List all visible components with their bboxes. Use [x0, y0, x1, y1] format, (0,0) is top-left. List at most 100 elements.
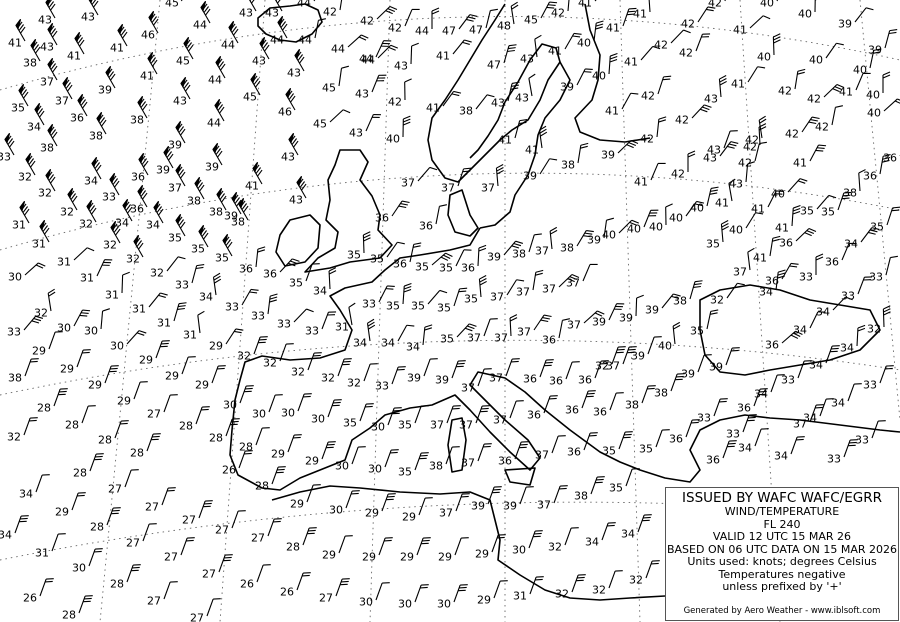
temperature-label: 28: [65, 418, 79, 432]
temperature-label: 36: [593, 405, 607, 419]
wind-barb: [749, 15, 771, 29]
wind-barb: [206, 598, 221, 617]
temperature-label: 29: [55, 505, 69, 519]
temperature-label: 32: [548, 540, 562, 554]
wind-barb: [74, 31, 85, 55]
wind-barb: [314, 18, 326, 39]
wind-barbs: [4, 0, 900, 617]
temperature-label: 37: [461, 456, 475, 470]
wind-barb: [287, 434, 302, 453]
temperature-label: 43: [703, 151, 717, 165]
temperature-label: 41: [839, 85, 853, 99]
wind-barb: [328, 267, 337, 290]
temperature-label: 29: [290, 497, 304, 511]
temperature-label: 36: [70, 111, 84, 125]
temperature-label: 37: [40, 75, 54, 89]
wind-barb: [81, 405, 96, 424]
wind-barb: [228, 20, 239, 44]
temperature-label: 43: [287, 66, 301, 80]
temperature-label: 26: [280, 585, 294, 599]
wind-barb: [528, 233, 542, 253]
temperature-label: 32: [237, 349, 251, 363]
temperature-label: 42: [745, 133, 759, 147]
temperature-label: 28: [90, 520, 104, 534]
wind-barb: [564, 32, 582, 50]
wind-barb: [567, 0, 571, 12]
temperature-label: 28: [73, 466, 87, 480]
temperature-label: 38: [23, 56, 37, 70]
temperature-label: 39: [587, 233, 601, 247]
temperature-label: 27: [319, 591, 333, 605]
wind-barb: [706, 309, 719, 330]
wind-barb: [509, 400, 524, 419]
temperature-label: 29: [438, 550, 452, 564]
temperature-label: 36: [706, 453, 720, 467]
wind-barb: [296, 572, 311, 591]
temperature-label: 33: [251, 309, 265, 323]
generated-by: Generated by Aero Weather - www.iblsoft.…: [683, 605, 881, 616]
temperature-label: 42: [681, 17, 695, 31]
wind-barb: [558, 273, 580, 288]
temperature-label: 32: [555, 587, 569, 601]
temperature-label: 35: [690, 324, 704, 338]
temperature-label: 34: [381, 336, 395, 350]
temperature-label: 29: [139, 353, 153, 367]
wind-barb: [514, 118, 528, 139]
temperature-label: 36: [263, 267, 277, 281]
temperature-label: 32: [60, 205, 74, 219]
wind-barb: [718, 74, 727, 98]
temperature-label: 37: [430, 418, 444, 432]
wind-barb: [832, 296, 853, 311]
temperature-label: 36: [419, 219, 433, 233]
wind-barb: [564, 527, 579, 546]
temperature-label: 38: [429, 459, 443, 473]
temperature-label: 41: [753, 251, 767, 265]
temperature-label: 39: [868, 43, 882, 57]
wind-barb: [576, 68, 593, 86]
temperature-label: 33: [799, 270, 813, 284]
temperature-label: 37: [439, 506, 453, 520]
temperature-label: 37: [493, 413, 507, 427]
wind-barb: [797, 360, 812, 379]
africa-coast: [271, 485, 666, 601]
wind-barb: [767, 190, 784, 208]
temperature-label: 38: [231, 215, 245, 229]
wind-barb: [163, 581, 178, 600]
temperature-label: 40: [627, 222, 641, 236]
ireland-coast: [275, 214, 321, 267]
wind-barb: [724, 0, 729, 2]
wind-barb: [549, 226, 558, 250]
temperature-label: 36: [239, 262, 253, 276]
temperature-label: 27: [147, 594, 161, 608]
wind-barb: [532, 269, 544, 291]
wind-barb: [96, 259, 113, 277]
wind-barb: [414, 452, 429, 471]
wind-barb: [359, 403, 374, 422]
temperature-label: 32: [79, 217, 93, 231]
temperature-label: 33: [841, 289, 855, 303]
wind-barb: [371, 74, 387, 93]
wind-barb: [100, 308, 110, 330]
temperature-label: 38: [512, 247, 526, 261]
wind-barb: [423, 358, 438, 377]
wind-barb: [507, 81, 520, 102]
wind-barb: [238, 197, 249, 221]
temperature-label: 37: [566, 276, 580, 290]
temperature-label: 26: [240, 577, 254, 591]
temperature-label: 33: [375, 379, 389, 393]
temperature-label: 44: [331, 42, 345, 56]
temperature-label: 44: [270, 33, 284, 47]
wind-barb: [769, 235, 781, 257]
temperature-label: 41: [426, 101, 440, 115]
wind-barb: [67, 187, 78, 211]
wind-barb: [885, 255, 898, 276]
temperature-label: 34: [803, 411, 817, 425]
temperature-label: 39: [838, 17, 852, 31]
temperature-label: 33: [362, 297, 376, 311]
temperature-label: 30: [281, 406, 295, 420]
wind-barb: [509, 314, 518, 337]
temperature-label: 41: [606, 21, 620, 35]
temperature-label: 38: [130, 113, 144, 127]
wind-barb: [753, 388, 768, 407]
wind-barb: [611, 346, 626, 365]
